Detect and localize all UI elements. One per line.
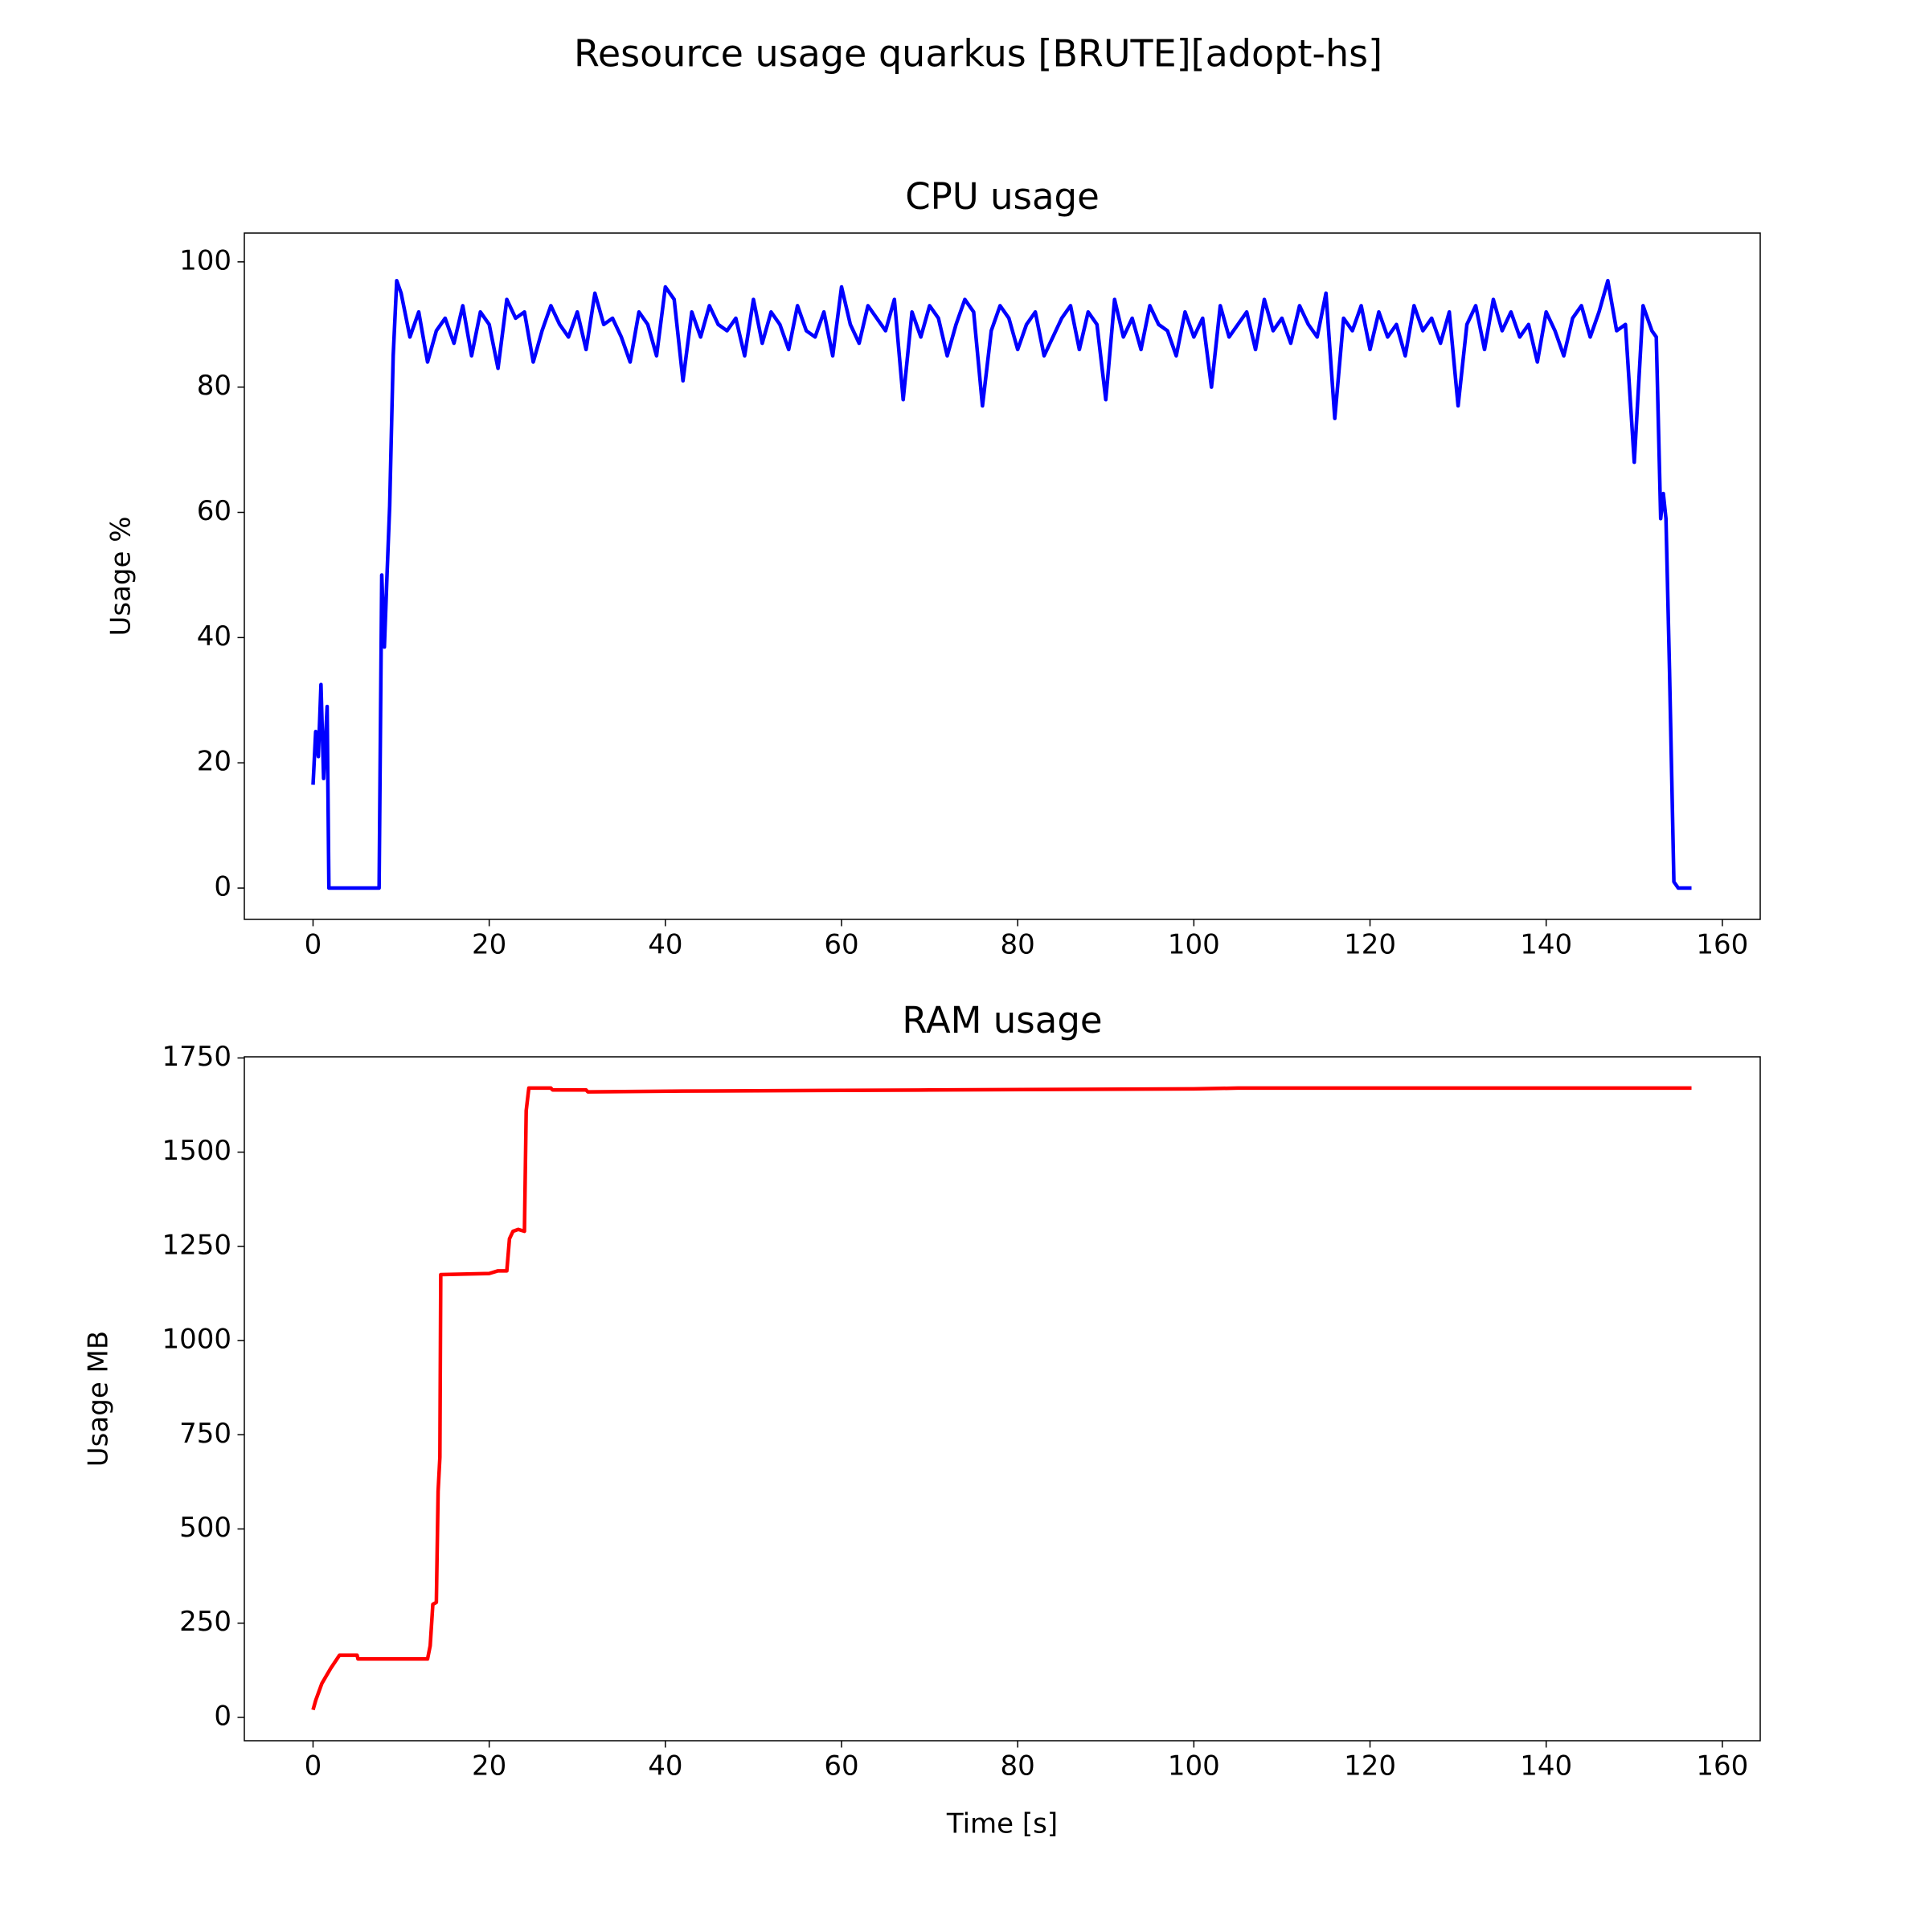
y-tick-label: 1250 [162, 1229, 231, 1261]
chart-title: CPU usage [905, 175, 1100, 218]
x-tick-label: 40 [648, 1750, 682, 1783]
y-tick-label: 0 [214, 871, 231, 903]
x-axis-label: Time [s] [946, 1808, 1058, 1840]
y-tick-label: 60 [197, 495, 231, 527]
y-axis-label: Usage MB [83, 1331, 115, 1467]
x-tick-label: 60 [824, 929, 858, 961]
chart-title: RAM usage [902, 999, 1102, 1042]
y-tick-label: 100 [179, 244, 231, 276]
x-tick-label: 60 [824, 1750, 858, 1783]
x-tick-label: 160 [1696, 1750, 1748, 1783]
x-tick-label: 100 [1168, 1750, 1220, 1783]
x-tick-label: 140 [1520, 1750, 1572, 1783]
x-tick-label: 40 [648, 929, 682, 961]
x-tick-label: 100 [1168, 929, 1220, 961]
y-axis-label: Usage % [105, 516, 137, 636]
y-tick-label: 20 [197, 746, 231, 778]
y-tick-label: 1750 [162, 1041, 231, 1073]
x-tick-label: 120 [1344, 1750, 1396, 1783]
x-tick-label: 80 [1001, 1750, 1035, 1783]
x-tick-label: 0 [305, 1750, 322, 1783]
data-line [311, 1086, 1692, 1711]
x-tick-label: 20 [472, 929, 506, 961]
axes-frame [244, 232, 1761, 920]
y-tick-label: 1000 [162, 1324, 231, 1356]
axes-frame [244, 1056, 1761, 1742]
figure-title: Resource usage quarkus [BRUTE][adopt-hs] [574, 32, 1382, 76]
x-tick-label: 120 [1344, 929, 1396, 961]
y-tick-label: 1500 [162, 1135, 231, 1167]
y-tick-label: 40 [197, 620, 231, 653]
y-tick-label: 500 [179, 1512, 231, 1544]
y-tick-label: 0 [214, 1700, 231, 1732]
data-line [311, 278, 1692, 890]
y-tick-label: 750 [179, 1418, 231, 1450]
x-tick-label: 140 [1520, 929, 1572, 961]
x-tick-label: 80 [1001, 929, 1035, 961]
x-tick-label: 160 [1696, 929, 1748, 961]
x-tick-label: 0 [305, 929, 322, 961]
y-tick-label: 80 [197, 370, 231, 402]
y-tick-label: 250 [179, 1606, 231, 1638]
x-tick-label: 20 [472, 1750, 506, 1783]
